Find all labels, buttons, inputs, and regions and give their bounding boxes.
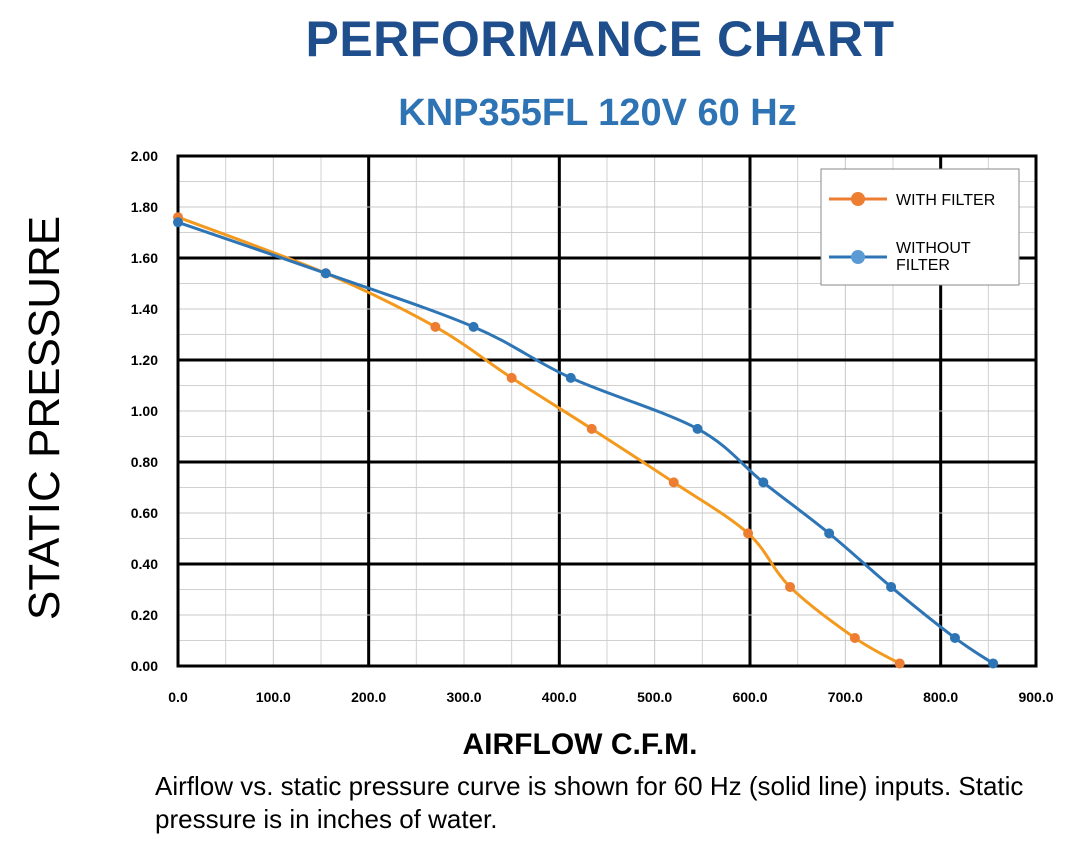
- y-tick-label: 0.40: [131, 556, 158, 572]
- y-tick-label: 0.80: [131, 454, 158, 470]
- data-point-without-filter: [886, 581, 897, 592]
- x-tick-label: 600.0: [732, 689, 767, 705]
- data-point-with-filter: [430, 321, 441, 332]
- data-point-without-filter: [173, 217, 183, 228]
- data-point-with-filter: [849, 632, 860, 643]
- data-point-with-filter: [894, 658, 905, 669]
- y-tick-label: 1.00: [131, 403, 158, 419]
- x-tick-label: 200.0: [351, 689, 386, 705]
- chart-title: PERFORMANCE CHART: [305, 11, 895, 67]
- data-point-with-filter: [586, 423, 597, 434]
- series-line-without-filter: [177, 220, 994, 665]
- data-point-without-filter: [824, 528, 835, 539]
- y-tick-label: 0.00: [131, 658, 158, 674]
- x-tick-label: 800.0: [923, 689, 958, 705]
- y-tick-label: 2.00: [131, 148, 158, 164]
- data-point-with-filter: [506, 372, 517, 383]
- data-point-without-filter: [320, 268, 331, 279]
- chart-ticks: 0.0 100.0 200.0 300.0 400.0 500.0 600.0 700.0 80…: [131, 148, 1054, 705]
- x-tick-label: 0.0: [168, 689, 188, 705]
- data-point-without-filter: [949, 632, 960, 643]
- x-tick-label: 900.0: [1018, 689, 1053, 705]
- data-point-with-filter: [743, 528, 754, 539]
- legend-label-with-filter: WITH FILTER: [896, 192, 995, 209]
- chart-subtitle: KNP355FL 120V 60 Hz: [398, 92, 797, 134]
- x-tick-label: 300.0: [446, 689, 481, 705]
- y-tick-label: 1.20: [131, 352, 158, 368]
- x-axis-label: AIRFLOW C.F.M.: [462, 728, 698, 761]
- legend-marker-without-filter: [851, 250, 865, 264]
- x-tick-label: 400.0: [542, 689, 577, 705]
- chart-grid: [176, 154, 1038, 668]
- y-tick-label: 1.60: [131, 250, 158, 266]
- x-tick-label: 500.0: [637, 689, 672, 705]
- x-tick-label: 100.0: [256, 689, 291, 705]
- y-tick-label: 0.60: [131, 505, 158, 521]
- data-point-without-filter: [565, 372, 576, 383]
- data-point-without-filter: [468, 321, 479, 332]
- data-point-with-filter: [785, 581, 796, 592]
- x-tick-label: 700.0: [828, 689, 863, 705]
- data-point-with-filter: [668, 477, 679, 488]
- plot-frame: [176, 154, 1038, 668]
- series-line-with-filter: [177, 215, 901, 665]
- legend-label-without-filter-line2: FILTER: [896, 257, 950, 274]
- data-point-without-filter: [988, 658, 999, 669]
- y-tick-label: 0.20: [131, 607, 158, 623]
- legend-label-without-filter: WITHOUT: [896, 240, 971, 257]
- data-point-without-filter: [692, 423, 703, 434]
- y-tick-label: 1.80: [131, 199, 158, 215]
- chart-caption: Airflow vs. static pressure curve is sho…: [155, 771, 1024, 834]
- legend-marker-with-filter: [851, 192, 865, 206]
- y-tick-label: 1.40: [131, 301, 158, 317]
- data-point-without-filter: [758, 477, 769, 488]
- chart-series: [173, 212, 999, 669]
- legend-box: [820, 168, 1020, 286]
